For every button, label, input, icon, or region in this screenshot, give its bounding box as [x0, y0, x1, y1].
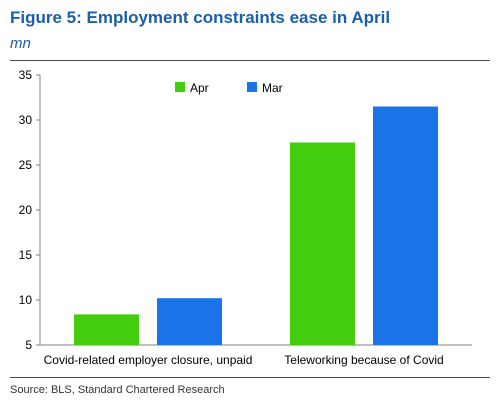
- chart-source: Source: BLS, Standard Chartered Research: [10, 384, 225, 396]
- bottom-divider: [10, 377, 490, 378]
- bar-apr: [74, 314, 139, 345]
- legend-swatch-mar: [247, 82, 257, 92]
- y-tick-label: 20: [19, 203, 33, 217]
- chart-units: mn: [10, 35, 31, 52]
- legend-label-apr: Apr: [190, 81, 209, 95]
- bar-apr: [290, 142, 355, 345]
- y-tick-label: 15: [19, 248, 33, 262]
- y-tick-label: 35: [19, 68, 33, 82]
- x-category-label: Teleworking because of Covid: [284, 353, 443, 367]
- y-tick-label: 10: [19, 293, 33, 307]
- x-category-label: Covid-related employer closure, unpaid: [44, 353, 253, 367]
- bar-mar: [373, 106, 438, 345]
- y-tick-label: 5: [25, 338, 32, 352]
- bar-mar: [157, 298, 222, 345]
- legend-label-mar: Mar: [262, 81, 283, 95]
- y-tick-label: 30: [19, 113, 33, 127]
- legend-swatch-apr: [175, 82, 185, 92]
- chart-title: Figure 5: Employment constraints ease in…: [10, 8, 391, 27]
- top-divider: [10, 60, 490, 61]
- y-tick-label: 25: [19, 158, 33, 172]
